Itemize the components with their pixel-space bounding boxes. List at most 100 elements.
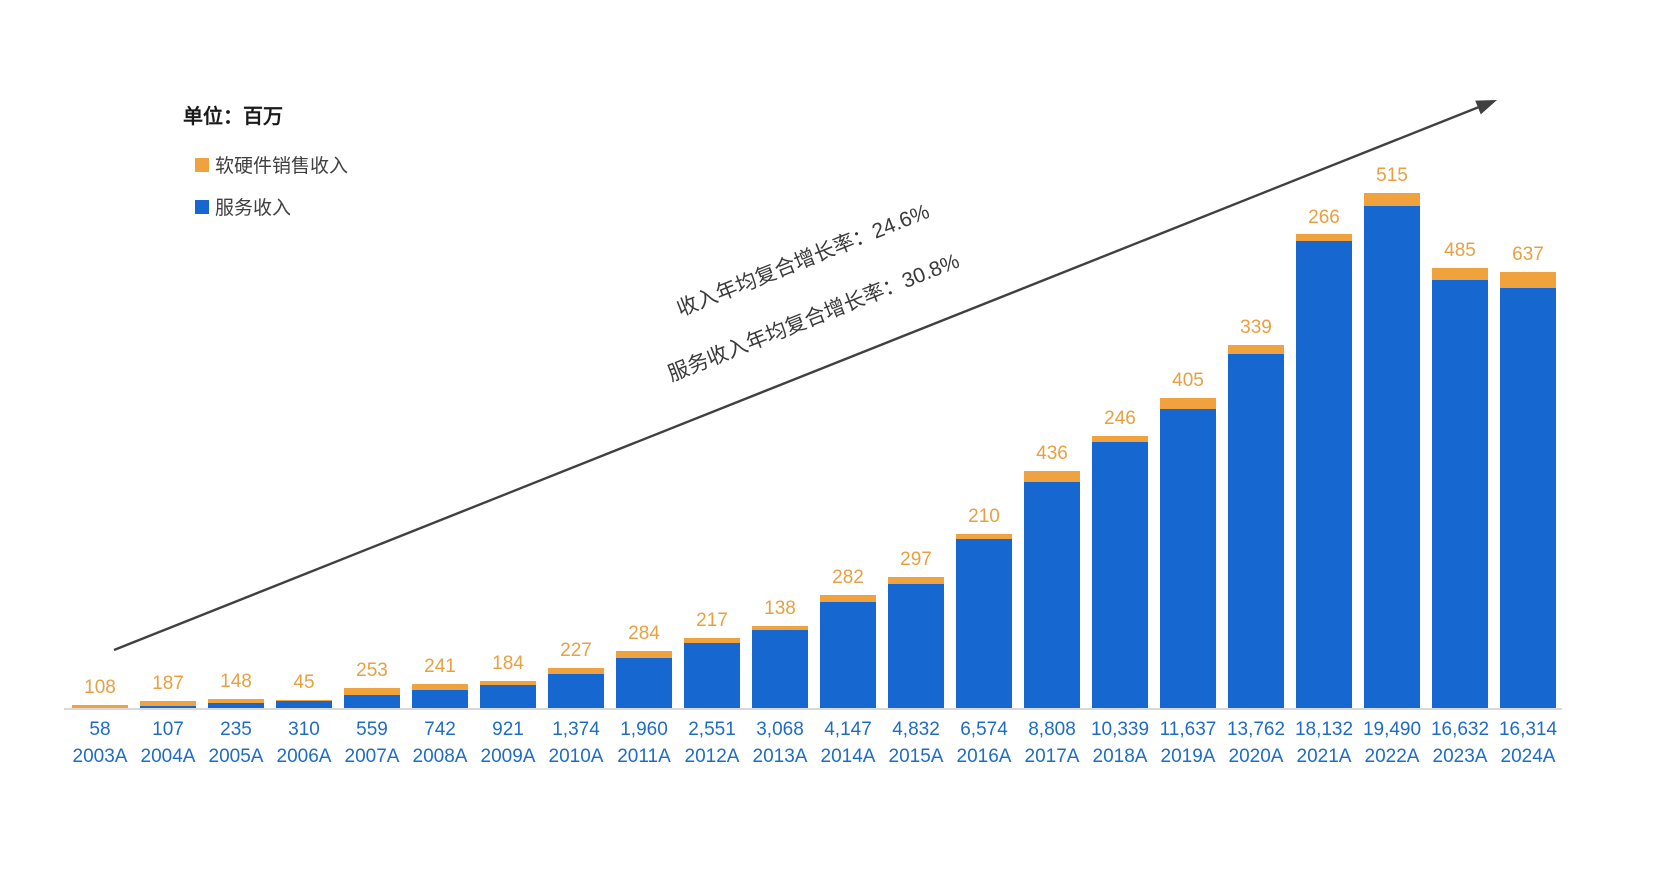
legend-swatch-hardware-icon bbox=[195, 157, 209, 172]
bar-label-service: 2,551 bbox=[688, 719, 736, 740]
category-label: 2005A bbox=[208, 746, 264, 767]
category-label-row: 2003A 2004A 2005A 2006A 2007A 2008A 2009A 2010A… bbox=[0, 746, 1664, 770]
bar-segment-service bbox=[1500, 288, 1556, 709]
bar-label-hardware: 184 bbox=[492, 652, 524, 674]
category-label: 2007A bbox=[344, 746, 400, 767]
bar-segment-hardware bbox=[1500, 271, 1556, 289]
bar-group bbox=[412, 683, 468, 709]
bar-segment-hardware bbox=[1092, 436, 1148, 443]
bar-group bbox=[276, 699, 332, 709]
unit-label: 单位：百万 bbox=[183, 106, 283, 128]
bar-segment-hardware bbox=[1296, 234, 1352, 242]
category-label: 2006A bbox=[276, 746, 332, 767]
bar-segment-service bbox=[888, 584, 944, 709]
bar-segment-service bbox=[956, 539, 1012, 709]
bar-segment-service bbox=[616, 658, 672, 709]
legend-item-service: 服务收入 bbox=[195, 193, 291, 220]
bar-label-hardware: 241 bbox=[424, 655, 456, 677]
category-label: 2011A bbox=[617, 746, 671, 767]
bar-segment-hardware bbox=[412, 683, 468, 690]
bar-segment-hardware bbox=[548, 667, 604, 674]
bar-label-service: 19,490 bbox=[1362, 719, 1422, 740]
bar-label-hardware: 637 bbox=[1512, 243, 1544, 265]
category-label: 2010A bbox=[548, 746, 604, 767]
bar-segment-service bbox=[208, 702, 264, 709]
bar-segment-service bbox=[412, 689, 468, 709]
category-label: 2017A bbox=[1024, 746, 1080, 767]
bar-label-service: 10,339 bbox=[1090, 719, 1150, 740]
bar-segment-hardware bbox=[616, 651, 672, 659]
bar-label-hardware: 297 bbox=[900, 548, 932, 570]
bar-segment-hardware bbox=[888, 576, 944, 585]
bar-label-hardware: 108 bbox=[84, 676, 116, 698]
bar-label-hardware: 253 bbox=[356, 660, 388, 682]
bar-segment-hardware bbox=[1364, 193, 1420, 207]
bar-segment-hardware bbox=[752, 626, 808, 630]
bar-label-hardware: 148 bbox=[220, 671, 252, 693]
bar-label-service: 6,574 bbox=[960, 719, 1008, 740]
bar-group bbox=[616, 651, 672, 709]
bar-segment-service bbox=[684, 643, 740, 709]
bar-segment-service bbox=[752, 629, 808, 709]
category-label: 2004A bbox=[140, 746, 196, 767]
bar-label-service: 1,960 bbox=[620, 719, 668, 740]
category-label: 2019A bbox=[1160, 746, 1216, 767]
bar-segment-service bbox=[1364, 206, 1420, 709]
bar-segment-service bbox=[1160, 408, 1216, 709]
bar-group bbox=[1092, 436, 1148, 709]
category-label: 2008A bbox=[412, 746, 468, 767]
bar-label-hardware: 217 bbox=[696, 609, 728, 631]
bar-label-hardware: 246 bbox=[1104, 408, 1136, 429]
bar-label-service: 235 bbox=[220, 719, 252, 740]
value-label-row: 58 107 235 310 559 742 921 1,374 1,960 2,551 3,068… bbox=[0, 719, 1664, 743]
bar-group bbox=[1160, 398, 1216, 709]
bar-segment-hardware bbox=[480, 680, 536, 686]
category-label: 2013A bbox=[752, 746, 808, 767]
bar-label-hardware: 138 bbox=[764, 598, 796, 620]
bar-label-service: 107 bbox=[152, 719, 184, 740]
bar-label-service: 742 bbox=[424, 719, 456, 740]
bar-label-hardware: 187 bbox=[152, 673, 184, 695]
x-axis-line bbox=[64, 708, 1562, 710]
bar-label-hardware: 284 bbox=[628, 623, 660, 645]
bar-segment-hardware bbox=[956, 534, 1012, 540]
bar-label-hardware: 436 bbox=[1036, 442, 1068, 464]
bar-label-service: 310 bbox=[288, 719, 320, 740]
bar-label-service: 18,132 bbox=[1294, 719, 1354, 740]
bar-label-service: 11,637 bbox=[1159, 719, 1217, 740]
bar-label-service: 1,374 bbox=[552, 719, 600, 740]
bar-group bbox=[1228, 345, 1284, 709]
bar-segment-hardware bbox=[1228, 345, 1284, 354]
bar-label-hardware: 405 bbox=[1172, 370, 1204, 392]
bar-group bbox=[344, 688, 400, 709]
bar-label-service: 8,808 bbox=[1028, 719, 1076, 740]
bar-segment-hardware bbox=[684, 637, 740, 644]
category-label: 2023A bbox=[1432, 746, 1488, 767]
bar-label-service: 58 bbox=[89, 719, 111, 740]
bar-label-service: 13,762 bbox=[1226, 719, 1286, 740]
category-label: 2022A bbox=[1364, 746, 1420, 767]
bar-label-service: 16,632 bbox=[1430, 719, 1490, 740]
bar-segment-hardware bbox=[820, 594, 876, 602]
category-label: 2014A bbox=[820, 746, 876, 767]
bar-segment-service bbox=[1296, 241, 1352, 709]
bar-segment-service bbox=[1228, 354, 1284, 709]
bar-group bbox=[888, 576, 944, 709]
bar-group bbox=[140, 701, 196, 709]
bar-label-hardware: 45 bbox=[293, 671, 315, 693]
bar-group bbox=[1364, 193, 1420, 709]
bar-label-hardware: 282 bbox=[832, 566, 864, 588]
bar-segment-hardware bbox=[208, 699, 264, 703]
category-label: 2021A bbox=[1296, 746, 1352, 767]
bar-label-service: 16,314 bbox=[1498, 719, 1558, 740]
bar-label-service: 3,068 bbox=[756, 719, 804, 740]
bar-segment-service bbox=[548, 673, 604, 709]
bar-group bbox=[1024, 470, 1080, 709]
bar-segment-service bbox=[140, 706, 196, 709]
bar-group bbox=[684, 637, 740, 709]
category-label: 2009A bbox=[480, 746, 536, 767]
bar-group bbox=[548, 667, 604, 709]
legend-label-hardware: 软硬件销售收入 bbox=[215, 156, 349, 177]
